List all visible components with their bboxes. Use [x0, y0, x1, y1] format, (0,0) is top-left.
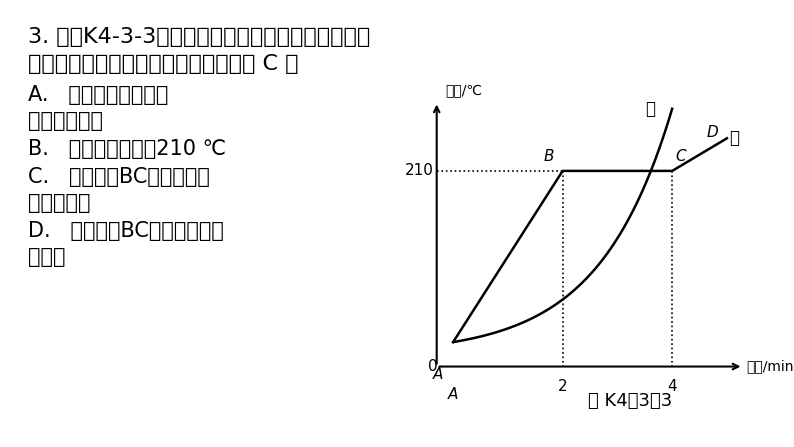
Text: 图 K4－3－3: 图 K4－3－3	[588, 392, 673, 410]
Text: B: B	[544, 149, 554, 164]
Text: 不吸热: 不吸热	[28, 247, 65, 267]
Text: 物质是非晶体: 物质是非晶体	[28, 111, 103, 131]
Text: 乙: 乙	[730, 129, 740, 148]
Text: 时间变化的图像，下列说法正确的是（ C ）: 时间变化的图像，下列说法正确的是（ C ）	[28, 54, 299, 74]
Text: 甲: 甲	[645, 100, 655, 118]
Text: A.   甲物质是晶体，乙: A. 甲物质是晶体，乙	[28, 85, 168, 105]
Text: 温度/℃: 温度/℃	[445, 84, 482, 97]
Text: 2: 2	[558, 379, 568, 394]
Text: A: A	[433, 367, 443, 382]
Text: C.   乙物质在BC段时处于固: C. 乙物质在BC段时处于固	[28, 167, 210, 187]
Text: B.   甲物质的熔点为210 ℃: B. 甲物质的熔点为210 ℃	[28, 139, 226, 159]
Text: D: D	[707, 125, 719, 140]
Text: 液共存状态: 液共存状态	[28, 193, 91, 213]
Text: D.   乙物质在BC段温度不变，: D. 乙物质在BC段温度不变，	[28, 221, 224, 241]
Text: 时间/min: 时间/min	[746, 359, 793, 374]
Text: 3. 如图K4-3-3所示为甲、乙两种物质加热时温度随: 3. 如图K4-3-3所示为甲、乙两种物质加热时温度随	[28, 27, 370, 47]
Text: 210: 210	[405, 164, 434, 178]
Text: A: A	[448, 387, 458, 402]
Text: C: C	[675, 149, 685, 164]
Text: 4: 4	[667, 379, 677, 394]
Text: 0: 0	[428, 359, 437, 374]
